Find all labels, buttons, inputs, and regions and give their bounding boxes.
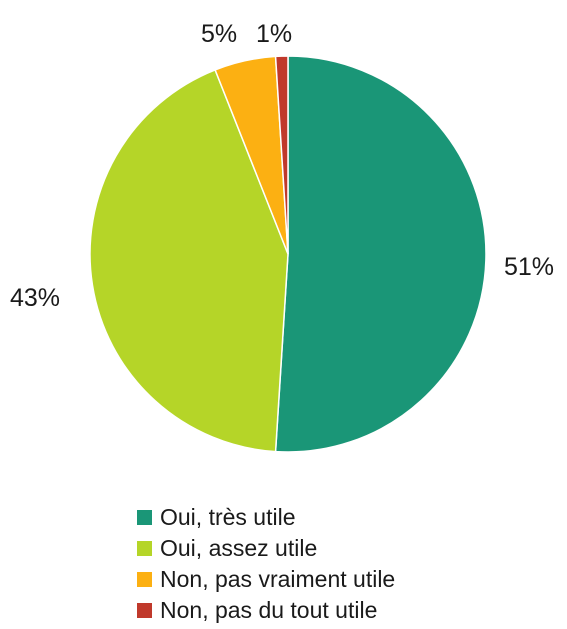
pie-data-labels: 51% 43% 5% 1% <box>10 20 554 312</box>
legend-label: Non, pas vraiment utile <box>160 566 395 592</box>
data-label-non-pas-vraiment-utile: 5% <box>201 20 237 48</box>
legend-swatch <box>137 603 152 618</box>
legend-swatch <box>137 541 152 556</box>
data-label-non-pas-du-tout-utile: 1% <box>256 20 292 48</box>
data-label-oui-assez-utile: 43% <box>10 284 60 312</box>
data-label-oui-tres-utile: 51% <box>504 253 554 281</box>
pie-slice-oui-tres-utile <box>274 55 487 453</box>
legend: Oui, très utile Oui, assez utile Non, pas … <box>137 504 395 623</box>
pie-slice-oui-assez-utile <box>89 68 289 453</box>
pie-slices <box>89 55 487 453</box>
legend-item-oui-assez-utile: Oui, assez utile <box>137 535 317 561</box>
legend-swatch <box>137 572 152 587</box>
legend-item-non-pas-du-tout-utile: Non, pas du tout utile <box>137 597 377 623</box>
legend-item-non-pas-vraiment-utile: Non, pas vraiment utile <box>137 566 395 592</box>
pie-slice-non-pas-du-tout-utile <box>274 55 289 255</box>
legend-swatch <box>137 510 152 525</box>
legend-item-oui-tres-utile: Oui, très utile <box>137 504 296 530</box>
legend-label: Non, pas du tout utile <box>160 597 377 623</box>
legend-label: Oui, très utile <box>160 504 296 530</box>
legend-label: Oui, assez utile <box>160 535 317 561</box>
